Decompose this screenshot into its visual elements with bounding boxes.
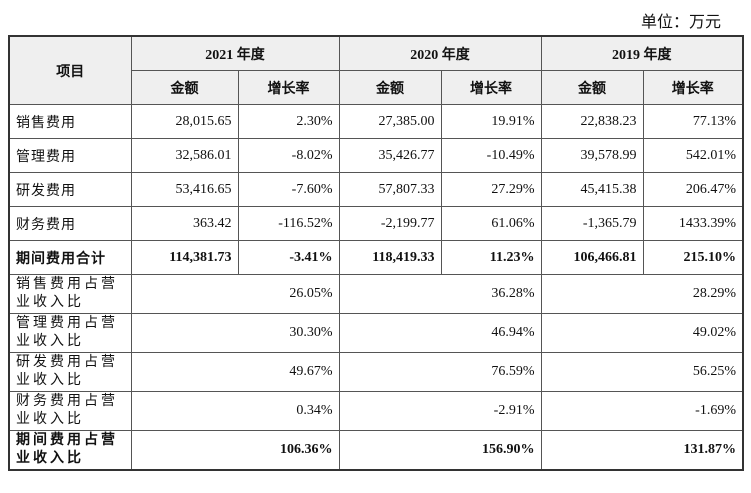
unit-label: 单位：万元 [640,14,721,31]
header-cell: 项目 [8,35,132,105]
cell: 11.23% [440,240,542,275]
header-row: 金额 增长率 金额 增长率 金额 增长率 [9,70,744,105]
ratio-row: 财务费用占营业收入比 0.34% -2.91% -1.69% [8,391,744,431]
cell: 35,426.77 [338,138,442,173]
cell: 0.34% [130,391,340,431]
year-header: 2020 年度 [338,35,542,71]
row-label: 研发费用 [8,172,132,207]
cell: -8.02% [237,138,340,173]
cell: 77.13% [642,104,744,139]
cell: 215.10% [642,240,744,275]
cell: -3.41% [237,240,340,275]
cell: 28.29% [540,274,744,314]
cell: -2.91% [338,391,542,431]
ratio-row: 期间费用占营业收入比 106.36% 156.90% 131.87% [8,430,744,471]
cell: -116.52% [237,206,340,241]
cell: 206.47% [642,172,744,207]
cell: 57,807.33 [338,172,442,207]
data-row: 管理费用 32,586.01 -8.02% 35,426.77 -10.49% 39,57… [8,138,744,173]
sub-header: 增长率 [642,70,744,105]
cell: 118,419.33 [338,240,442,275]
ratio-row: 管理费用占营业收入比 30.30% 46.94% 49.02% [8,313,744,353]
ratio-row: 研发费用占营业收入比 49.67% 76.59% 56.25% [8,352,744,392]
cell: 76.59% [338,352,542,392]
row-label: 财务费用占营业收入比 [8,391,132,431]
sub-header: 增长率 [440,70,542,105]
data-row: 期间费用合计 114,381.73 -3.41% 118,419.33 11.23% 10… [8,240,744,275]
cell: 19.91% [440,104,542,139]
cell: 131.87% [540,430,744,471]
year-header: 2021 年度 [130,35,340,71]
cell: -1.69% [540,391,744,431]
row-label: 期间费用合计 [8,240,132,275]
cell: 46.94% [338,313,542,353]
sub-header: 金额 [130,70,239,105]
cell: 1433.39% [642,206,744,241]
cell: 56.25% [540,352,744,392]
cell: 156.90% [338,430,542,471]
cell: 39,578.99 [540,138,644,173]
cell: 49.67% [130,352,340,392]
cell: 22,838.23 [540,104,644,139]
cell: 45,415.38 [540,172,644,207]
cell: 106.36% [130,430,340,471]
cell: 27.29% [440,172,542,207]
row-label: 研发费用占营业收入比 [8,352,132,392]
cell: 26.05% [130,274,340,314]
cell: 363.42 [130,206,239,241]
row-label: 销售费用 [8,104,132,139]
ratio-row: 销售费用占营业收入比 26.05% 36.28% 28.29% [8,274,744,314]
cell: 30.30% [130,313,340,353]
row-label: 财务费用 [8,206,132,241]
cell: 114,381.73 [130,240,239,275]
cell: -1,365.79 [540,206,644,241]
row-label: 管理费用 [8,138,132,173]
cell: 27,385.00 [338,104,442,139]
cell: 542.01% [642,138,744,173]
row-label: 管理费用占营业收入比 [8,313,132,353]
cell: 61.06% [440,206,542,241]
cell: 49.02% [540,313,744,353]
cell: -2,199.77 [338,206,442,241]
cell: 106,466.81 [540,240,644,275]
cell: -10.49% [440,138,542,173]
sub-header: 增长率 [237,70,340,105]
year-header: 2019 年度 [540,35,744,71]
expense-table: 项目 2021 年度 2020 年度 2019 年度 金额 增长率 金额 增长率 金额 增长率 销售… [8,35,744,471]
row-label: 销售费用占营业收入比 [8,274,132,314]
cell: 28,015.65 [130,104,239,139]
header-row: 项目 2021 年度 2020 年度 2019 年度 [8,35,744,105]
data-row: 财务费用 363.42 -116.52% -2,199.77 61.06% -1,365.… [8,206,744,241]
cell: 53,416.65 [130,172,239,207]
row-label: 期间费用占营业收入比 [8,430,132,471]
cell: 2.30% [237,104,340,139]
data-row: 研发费用 53,416.65 -7.60% 57,807.33 27.29% 45,415… [8,172,744,207]
data-row: 销售费用 28,015.65 2.30% 27,385.00 19.91% 22,838.… [8,104,744,139]
sub-header: 金额 [338,70,442,105]
table-body: 项目 2021 年度 2020 年度 2019 年度 金额 增长率 金额 增长率 金额 增长率 销售… [8,35,744,471]
cell: 32,586.01 [130,138,239,173]
cell: 36.28% [338,274,542,314]
cell: -7.60% [237,172,340,207]
sub-header: 金额 [540,70,644,105]
